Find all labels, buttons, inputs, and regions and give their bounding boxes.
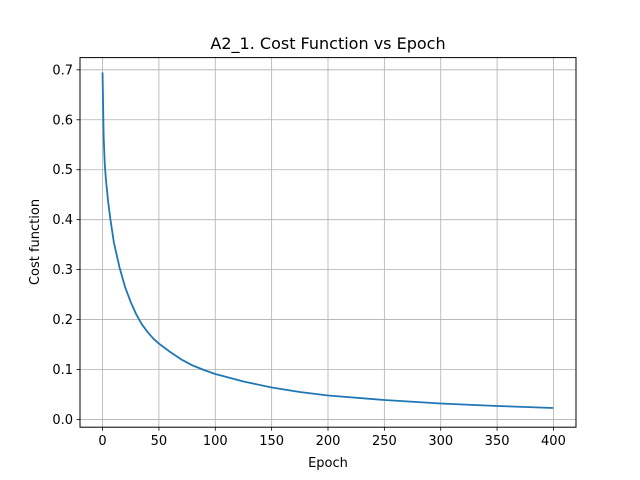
y-tick-label: 0.1 [52, 363, 73, 378]
chart-title: A2_1. Cost Function vs Epoch [210, 34, 445, 54]
y-tick-label: 0.7 [52, 63, 73, 78]
x-tick-label: 0 [98, 434, 106, 449]
y-tick-label: 0.0 [52, 413, 73, 428]
x-tick-label: 50 [151, 434, 168, 449]
x-tick-label: 250 [372, 434, 397, 449]
x-tick-label: 350 [485, 434, 510, 449]
y-tick-label: 0.6 [52, 113, 73, 128]
cost-series-line [101, 72, 554, 409]
y-axis-label: Cost function [28, 199, 43, 285]
tick-layer: 0 50 100 150 200 250 300 350 400 0.0 0.1 0.2 0.3 0.4 0… [52, 63, 566, 449]
x-tick-label: 300 [428, 434, 453, 449]
series-layer [101, 72, 554, 409]
y-tick-label: 0.3 [52, 263, 73, 278]
y-tick-label: 0.4 [52, 213, 73, 228]
grid-layer [80, 57, 576, 428]
x-axis-label: Epoch [308, 456, 348, 471]
x-tick-label: 150 [259, 434, 284, 449]
x-tick-label: 100 [203, 434, 228, 449]
x-tick-label: 400 [541, 434, 566, 449]
y-tick-label: 0.5 [52, 163, 73, 178]
x-tick-label: 200 [316, 434, 341, 449]
y-tick-label: 0.2 [52, 313, 73, 328]
